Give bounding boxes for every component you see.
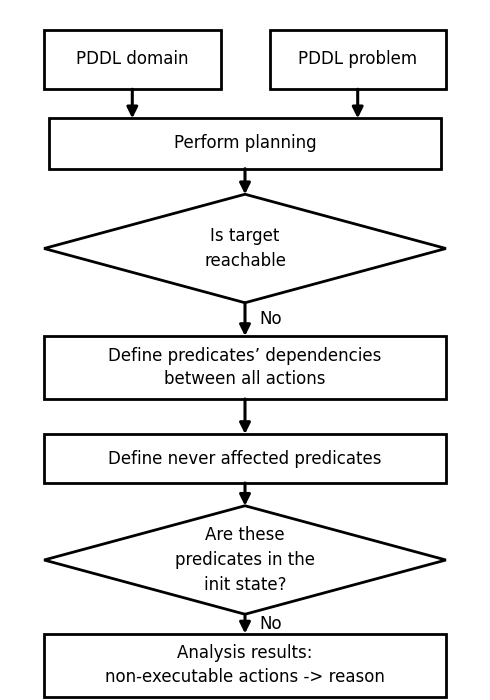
Text: Analysis results:
non-executable actions -> reason: Analysis results: non-executable actions… [105, 644, 385, 686]
Text: PDDL problem: PDDL problem [298, 50, 417, 69]
FancyBboxPatch shape [44, 634, 446, 696]
FancyBboxPatch shape [44, 29, 220, 89]
Text: No: No [260, 310, 282, 328]
Text: PDDL domain: PDDL domain [76, 50, 189, 69]
FancyBboxPatch shape [44, 434, 446, 483]
FancyBboxPatch shape [270, 29, 446, 89]
FancyBboxPatch shape [44, 336, 446, 399]
Text: Are these
predicates in the
init state?: Are these predicates in the init state? [175, 526, 315, 594]
Polygon shape [44, 194, 446, 302]
Text: Is target
reachable: Is target reachable [204, 227, 286, 270]
FancyBboxPatch shape [49, 118, 441, 169]
Text: Define predicates’ dependencies
between all actions: Define predicates’ dependencies between … [108, 346, 382, 389]
Text: Perform planning: Perform planning [173, 134, 317, 153]
Text: Define never affected predicates: Define never affected predicates [108, 449, 382, 468]
Text: No: No [260, 615, 282, 633]
Polygon shape [44, 505, 446, 615]
